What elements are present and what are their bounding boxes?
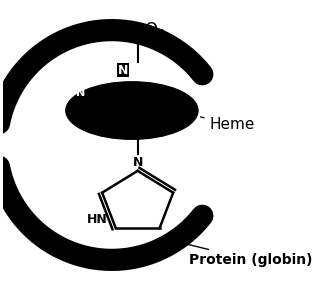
Ellipse shape bbox=[66, 82, 198, 139]
Text: N: N bbox=[118, 64, 129, 77]
Text: O$_2$: O$_2$ bbox=[144, 20, 166, 40]
Text: I: I bbox=[191, 103, 194, 113]
Text: N: N bbox=[75, 88, 85, 98]
Text: HN: HN bbox=[87, 213, 108, 226]
Text: N: N bbox=[133, 156, 143, 169]
Text: Heme: Heme bbox=[201, 117, 255, 133]
Text: Protein (globin): Protein (globin) bbox=[183, 243, 313, 267]
